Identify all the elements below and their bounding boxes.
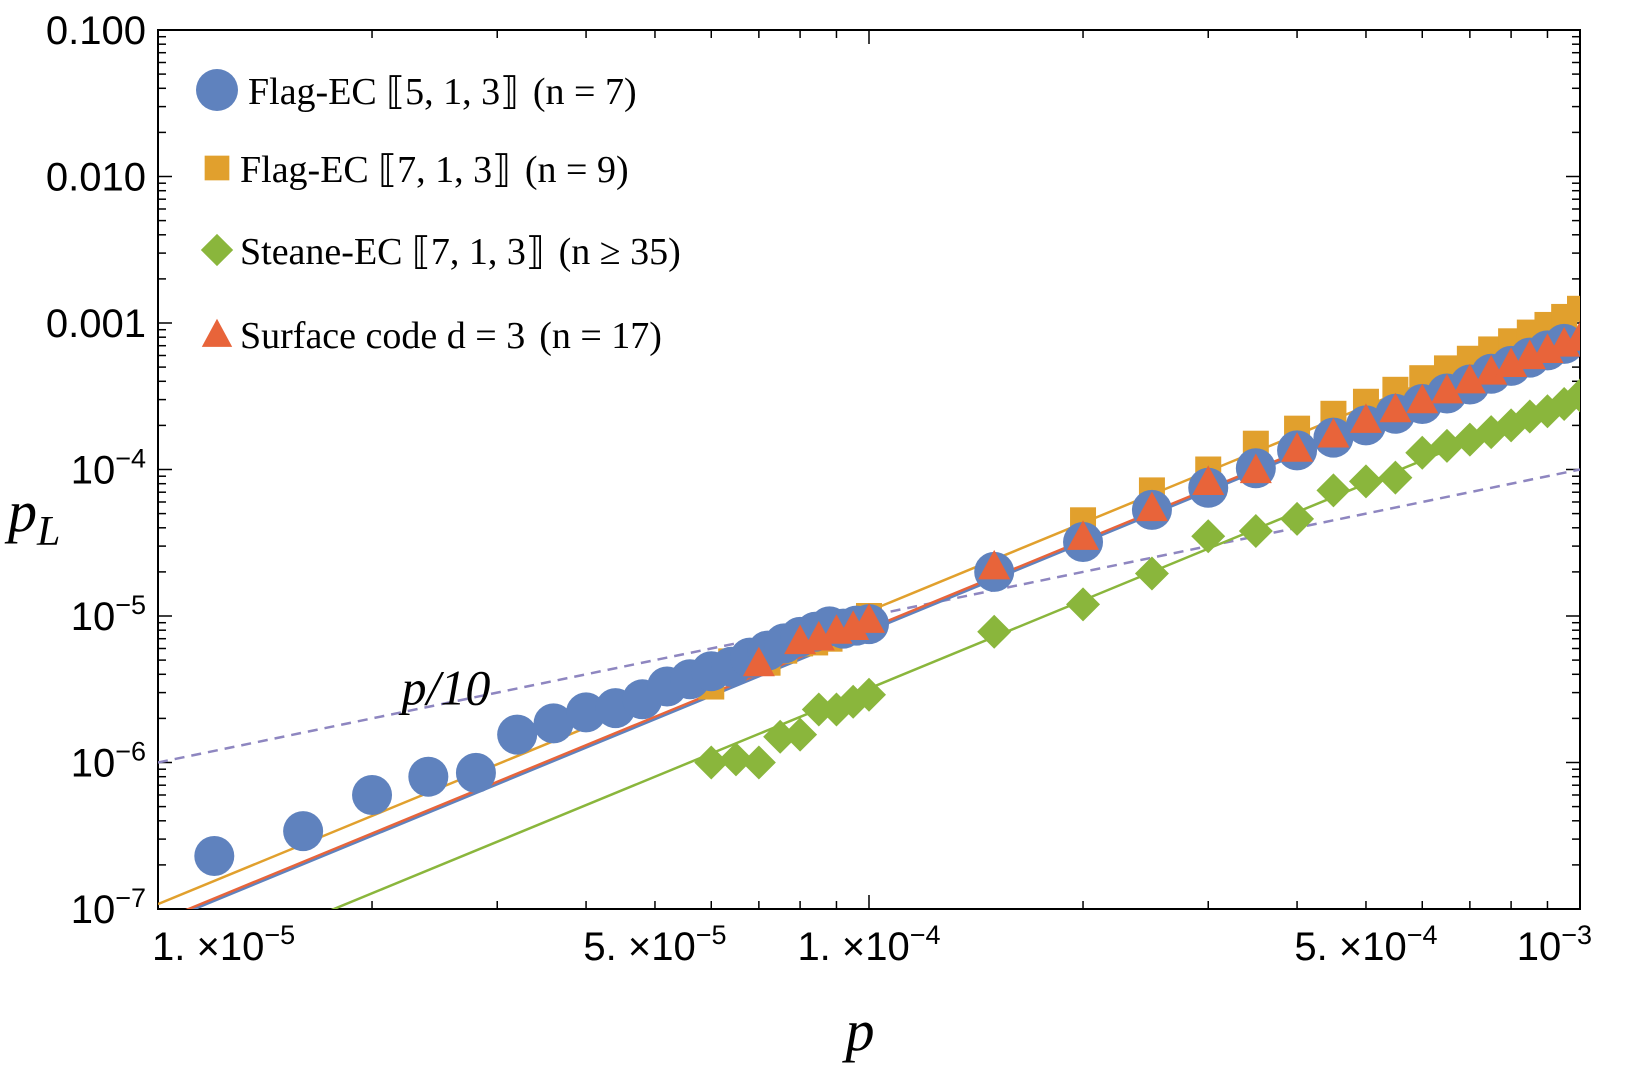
x-axis-title: p bbox=[842, 998, 875, 1063]
legend-marker bbox=[204, 155, 230, 181]
data-point bbox=[497, 714, 538, 755]
data-point bbox=[1406, 383, 1439, 414]
legend-marker bbox=[201, 318, 233, 347]
data-point bbox=[283, 811, 324, 852]
data-point bbox=[1316, 473, 1351, 508]
data-point bbox=[1192, 465, 1225, 495]
data-point bbox=[801, 692, 836, 727]
tick-labels: 1. ×10−5 5. ×10−5 1. ×10−4 5. ×10−4 10−3 0.10… bbox=[46, 9, 1592, 969]
y-tick-label: 10−7 bbox=[71, 883, 146, 932]
data-point bbox=[1135, 491, 1168, 522]
data-point bbox=[533, 703, 574, 744]
data-point bbox=[1405, 435, 1440, 470]
series-2-markers bbox=[694, 378, 1580, 780]
series-3-markers bbox=[742, 321, 1580, 677]
data-point bbox=[566, 692, 607, 733]
data-point bbox=[1495, 347, 1528, 377]
legend-marker bbox=[200, 233, 234, 267]
data-point bbox=[1134, 556, 1169, 591]
data-point bbox=[1066, 587, 1101, 622]
data-point bbox=[978, 549, 1011, 580]
legend-item-2: Steane-EC ⟦7, 1, 3⟧ (n ≥ 35) bbox=[200, 231, 681, 273]
data-point bbox=[1567, 295, 1580, 322]
x-tick-label: 10−3 bbox=[1517, 920, 1592, 969]
data-point bbox=[763, 719, 798, 754]
data-point bbox=[1191, 519, 1226, 554]
legend-label: Flag-EC ⟦7, 1, 3⟧ (n = 9) bbox=[240, 149, 629, 191]
data-point bbox=[977, 614, 1012, 649]
data-point bbox=[1067, 520, 1100, 550]
annotation-p-over-10: p/10 bbox=[398, 660, 490, 716]
x-tick-label: 5. ×10−4 bbox=[1294, 920, 1437, 969]
data-point bbox=[1349, 403, 1382, 433]
legend-item-1: Flag-EC ⟦7, 1, 3⟧ (n = 9) bbox=[204, 149, 629, 191]
y-tick-label: 10−6 bbox=[71, 737, 146, 786]
y-axis-title: pL bbox=[4, 479, 60, 555]
data-point bbox=[1317, 417, 1350, 448]
data-point bbox=[1563, 378, 1580, 413]
data-point bbox=[1430, 373, 1463, 404]
markers bbox=[194, 295, 1580, 877]
data-point bbox=[1238, 514, 1273, 549]
y-tick-label: 0.100 bbox=[46, 9, 146, 53]
reference-line-p-over-10 bbox=[158, 468, 1580, 764]
data-point bbox=[1281, 432, 1314, 462]
data-point bbox=[718, 742, 753, 777]
data-point bbox=[1453, 363, 1486, 394]
data-point bbox=[853, 603, 885, 633]
legend-item-0: Flag-EC ⟦5, 1, 3⟧ (n = 7) bbox=[196, 69, 637, 113]
legend-item-3: Surface code d = 3 (n = 17) bbox=[201, 315, 662, 357]
y-tick-label: 0.001 bbox=[46, 302, 146, 346]
x-tick-label: 1. ×10−5 bbox=[152, 920, 295, 969]
data-point bbox=[455, 752, 496, 793]
y-tick-label: 0.010 bbox=[46, 156, 146, 200]
x-tick-label: 5. ×10−5 bbox=[583, 920, 726, 969]
data-point bbox=[1280, 501, 1315, 536]
data-point bbox=[1564, 321, 1580, 351]
y-tick-label: 10−5 bbox=[71, 590, 146, 639]
data-point bbox=[408, 756, 449, 797]
data-point bbox=[742, 646, 775, 677]
data-point bbox=[1379, 392, 1412, 423]
data-point bbox=[783, 717, 818, 752]
data-point bbox=[852, 677, 886, 712]
legend: Flag-EC ⟦5, 1, 3⟧ (n = 7) Flag-EC ⟦7, 1, 3… bbox=[196, 69, 681, 357]
data-point bbox=[1348, 464, 1383, 499]
data-point bbox=[1475, 355, 1508, 385]
legend-label: Steane-EC ⟦7, 1, 3⟧ (n ≥ 35) bbox=[240, 231, 681, 273]
y-tick-label: 10−4 bbox=[71, 444, 146, 493]
data-point bbox=[741, 745, 776, 780]
data-point bbox=[694, 745, 729, 780]
x-tick-label: 1. ×10−4 bbox=[797, 920, 940, 969]
legend-label: Surface code d = 3 (n = 17) bbox=[240, 315, 662, 357]
data-point bbox=[194, 836, 235, 877]
data-point bbox=[352, 775, 393, 816]
legend-marker bbox=[196, 69, 238, 111]
ticks bbox=[157, 30, 1580, 910]
data-point bbox=[1239, 453, 1272, 484]
legend-label: Flag-EC ⟦5, 1, 3⟧ (n = 7) bbox=[248, 71, 637, 113]
data-point bbox=[1378, 460, 1413, 495]
